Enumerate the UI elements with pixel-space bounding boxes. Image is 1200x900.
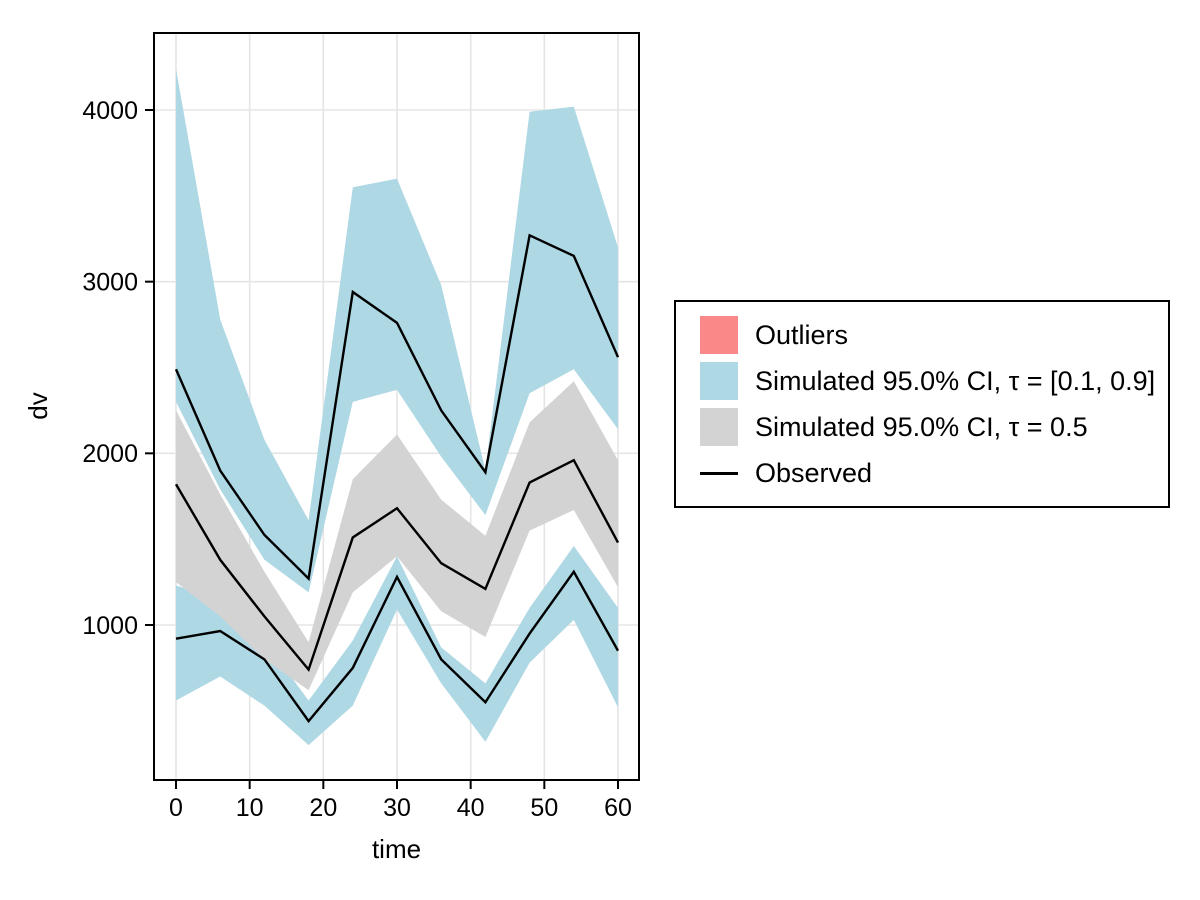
line-observed-lower-quantile [175, 569, 620, 724]
y-tick-label: 2000 [82, 440, 138, 468]
y-axis-label-text: dv [22, 392, 53, 420]
x-tick-label: 60 [604, 794, 632, 822]
y-tick-label: 4000 [82, 97, 138, 125]
y-tick-label: 3000 [82, 268, 138, 296]
y-axis-label: dv [13, 376, 63, 436]
x-tick-label: 10 [236, 794, 264, 822]
legend-label-observed: Observed [755, 457, 873, 488]
legend-label-ci-median: Simulated 95.0% CI, τ = 0.5 [755, 411, 1088, 442]
legend-swatch-ci-90 [700, 362, 738, 400]
x-tick-label: 0 [169, 794, 183, 822]
legend-entry-ci-median: Simulated 95.0% CI, τ = 0.5 [700, 404, 1150, 450]
legend-entry-observed: Observed [700, 450, 1150, 496]
legend-entry-outliers: Outliers [700, 312, 1150, 358]
legend: Outliers Simulated 95.0% CI, τ = [0.1, 0.… [674, 300, 1170, 508]
line-observed-upper-quantile [174, 233, 620, 582]
x-tick-label: 30 [383, 794, 411, 822]
legend-label-outliers: Outliers [755, 319, 849, 350]
legend-swatch-outliers [700, 316, 738, 354]
line-observed-median [174, 458, 620, 673]
legend-entry-ci-90: Simulated 95.0% CI, τ = [0.1, 0.9] [700, 358, 1155, 404]
legend-swatch-ci-median [700, 408, 738, 446]
band-simulated-95ci-quantile-0.1-lower-band [176, 546, 618, 746]
y-tick-label: 1000 [82, 612, 138, 640]
band-simulated-95ci-quantile-0.5 [176, 381, 618, 691]
legend-label-ci-90: Simulated 95.0% CI, τ = [0.1, 0.9] [755, 365, 1156, 396]
x-tick-label: 40 [457, 794, 485, 822]
band-simulated-95ci-quantile-0.1-0.9 [176, 68, 618, 593]
legend-swatch-observed [700, 471, 738, 475]
x-tick-label: 20 [309, 794, 337, 822]
x-axis-label: time [371, 834, 422, 864]
x-tick-label: 50 [530, 794, 558, 822]
